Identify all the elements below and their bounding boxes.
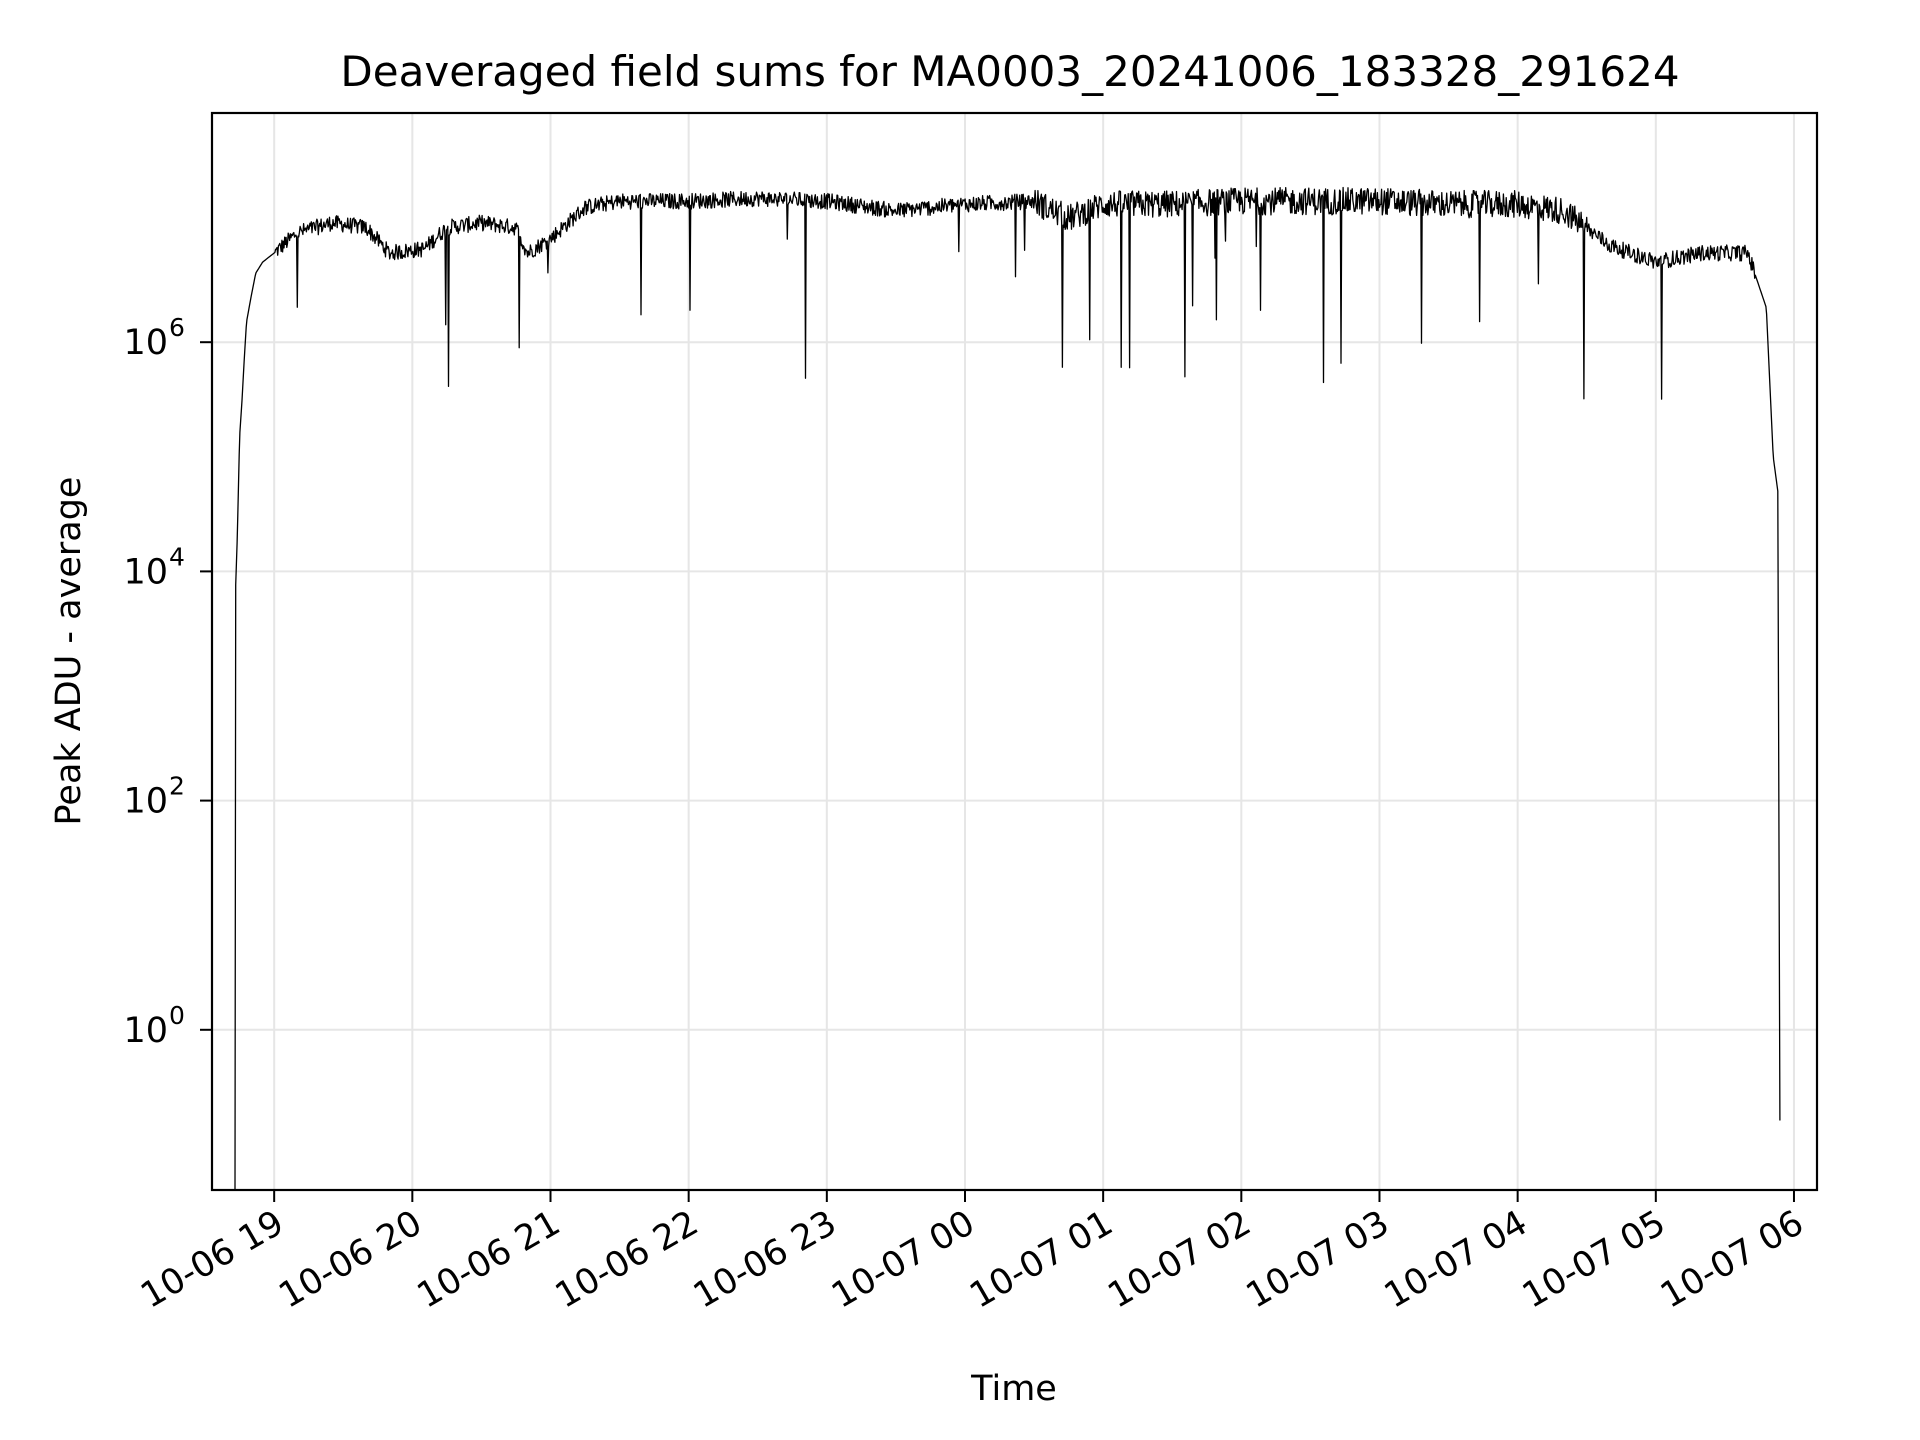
y-tick-base: 10 <box>123 323 168 363</box>
y-tick-label: 10 4 <box>123 542 184 592</box>
chart-title: Deaveraged field sums for MA0003_2024100… <box>340 47 1679 96</box>
y-axis-title: Peak ADU - average <box>49 477 89 826</box>
y-tick-base: 10 <box>123 1011 168 1051</box>
plot-area <box>234 186 1781 1191</box>
y-tick-label: 10 2 <box>123 772 184 822</box>
y-tick-exponent: 0 <box>169 1001 185 1030</box>
y-tick-exponent: 2 <box>169 772 185 801</box>
y-tick-base: 10 <box>123 782 168 822</box>
y-tick-exponent: 4 <box>169 542 185 571</box>
grid-lines <box>212 113 1817 1190</box>
y-tick-label: 10 0 <box>123 1001 184 1051</box>
x-axis-title: Time <box>970 1369 1057 1409</box>
y-tick-label: 10 6 <box>123 313 184 363</box>
plot-frame <box>210 111 1819 1192</box>
series-line <box>234 186 1781 1191</box>
y-tick-base: 10 <box>123 552 168 592</box>
y-tick-exponent: 6 <box>169 313 185 342</box>
